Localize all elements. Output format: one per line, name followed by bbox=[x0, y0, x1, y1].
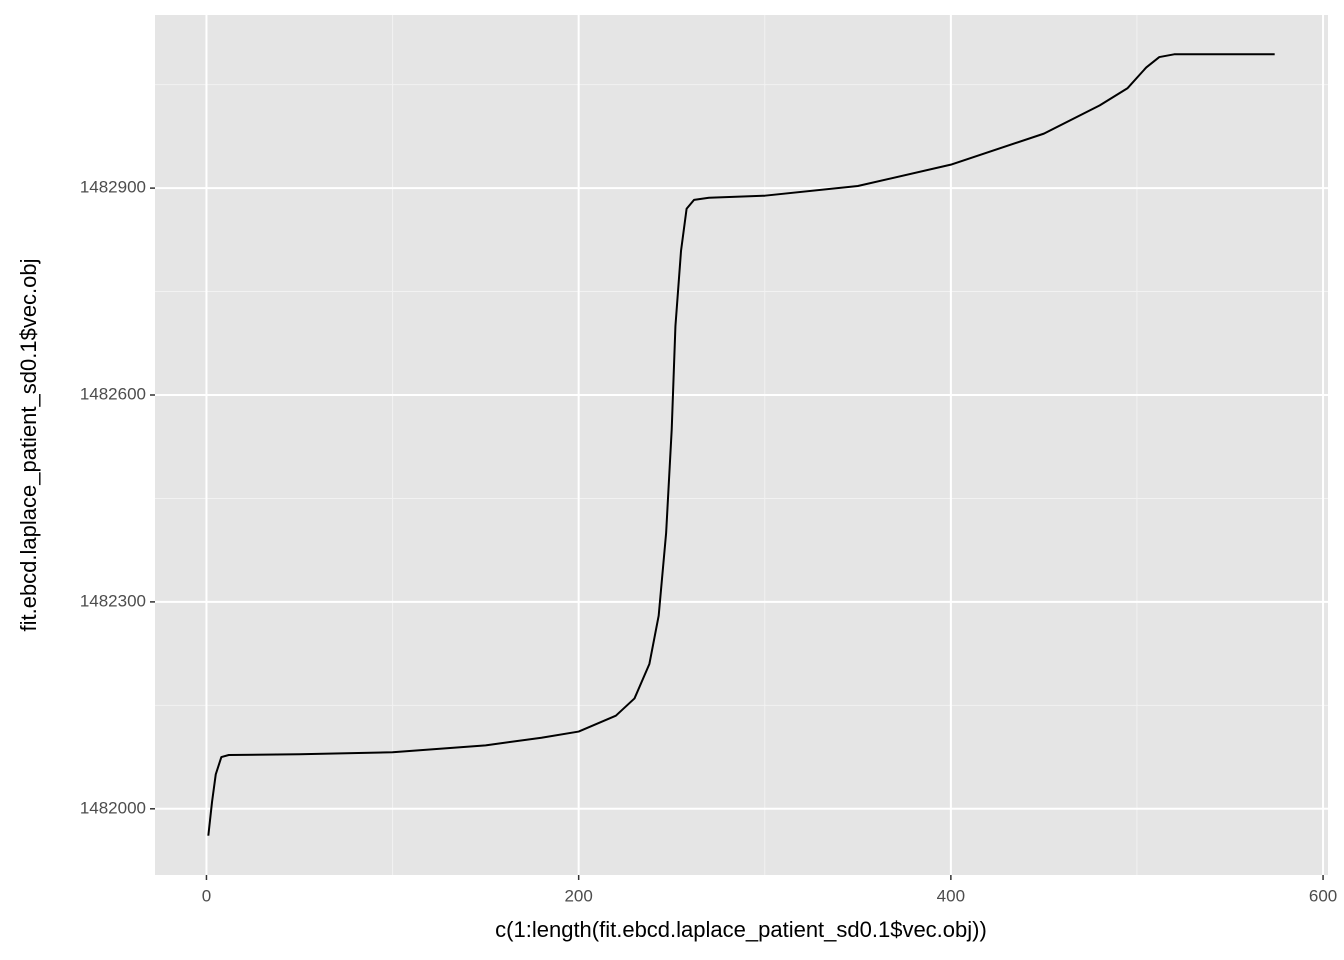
x-tick-label: 600 bbox=[1309, 886, 1337, 905]
x-tick-label: 400 bbox=[937, 886, 965, 905]
x-tick-label: 0 bbox=[202, 886, 211, 905]
grid bbox=[155, 15, 1328, 875]
data-line bbox=[207, 53, 1275, 836]
y-tick-label: 1482000 bbox=[80, 798, 146, 817]
panel bbox=[155, 15, 1328, 875]
y-tick-label: 1482900 bbox=[80, 178, 146, 197]
y-axis-title: fit.ebcd.laplace_patient_sd0.1$vec.obj bbox=[16, 258, 41, 631]
x-tick-label: 200 bbox=[564, 886, 592, 905]
y-tick-label: 1482300 bbox=[80, 591, 146, 610]
y-tick-label: 1482600 bbox=[80, 384, 146, 403]
x-axis-title: c(1:length(fit.ebcd.laplace_patient_sd0.… bbox=[495, 917, 987, 942]
